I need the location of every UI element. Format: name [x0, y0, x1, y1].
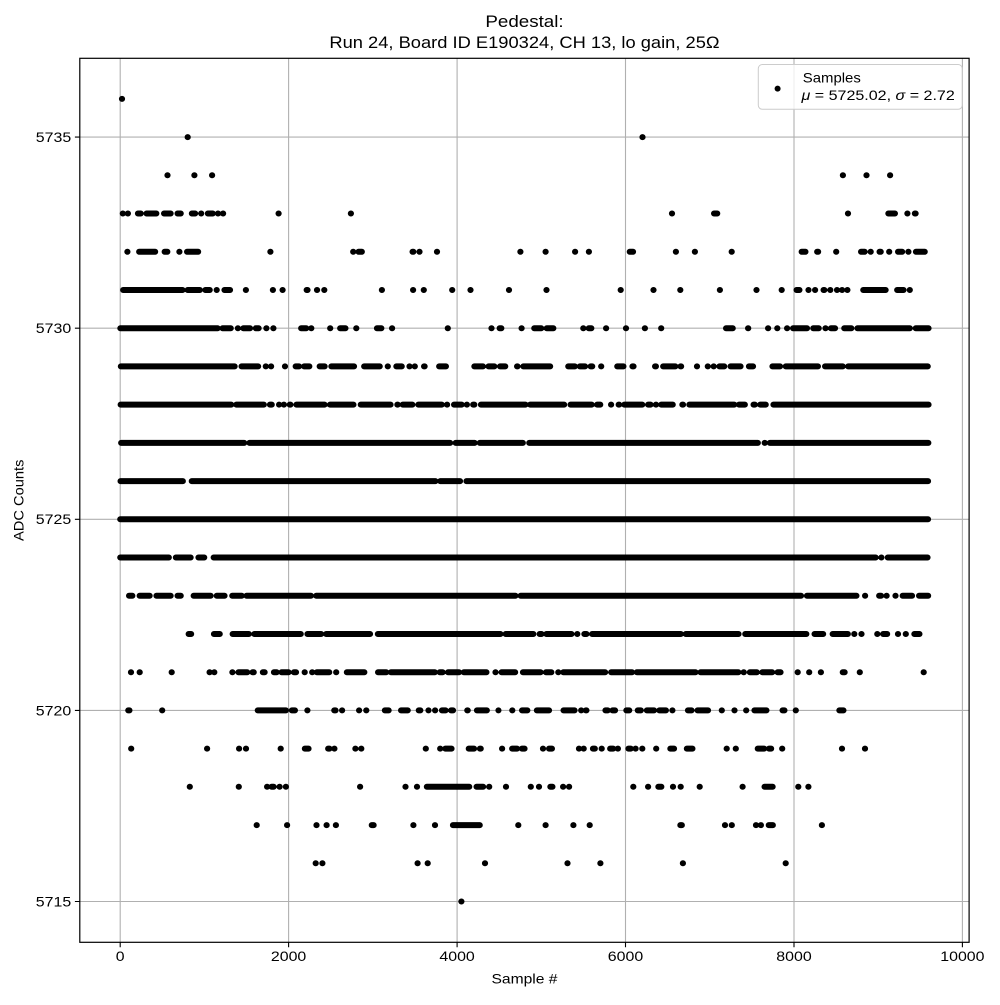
svg-text:5720: 5720 — [36, 702, 72, 718]
svg-text:Pedestal:: Pedestal: — [485, 12, 563, 31]
svg-text:2000: 2000 — [271, 948, 307, 964]
svg-text:5715: 5715 — [36, 893, 72, 909]
svg-text:ADC Counts: ADC Counts — [11, 460, 27, 541]
svg-text:Sample #: Sample # — [492, 971, 558, 987]
svg-text:8000: 8000 — [776, 948, 812, 964]
svg-text:0: 0 — [116, 948, 125, 964]
svg-text:μ = 5725.02, σ = 2.72: μ = 5725.02, σ = 2.72 — [800, 87, 955, 103]
svg-text:5735: 5735 — [36, 129, 72, 145]
svg-text:5730: 5730 — [36, 320, 72, 336]
svg-text:Run 24, Board ID E190324, CH 1: Run 24, Board ID E190324, CH 13, lo gain… — [329, 33, 719, 52]
svg-text:10000: 10000 — [940, 948, 984, 964]
svg-text:6000: 6000 — [608, 948, 644, 964]
svg-text:Samples: Samples — [803, 70, 861, 86]
svg-text:5725: 5725 — [36, 511, 72, 527]
svg-text:4000: 4000 — [439, 948, 475, 964]
